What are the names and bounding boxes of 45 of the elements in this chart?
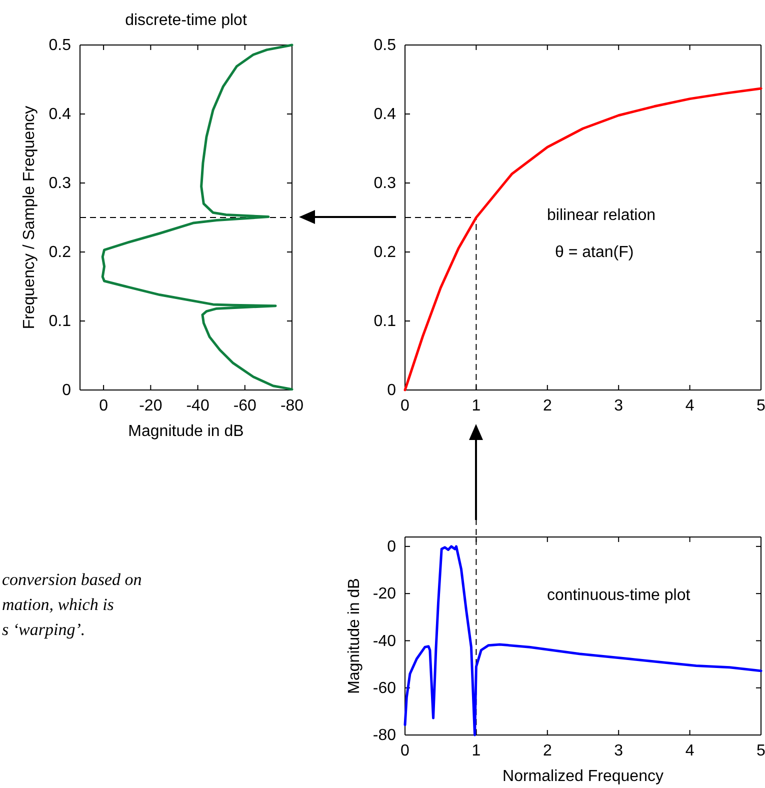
- x-tick-label: 0: [99, 397, 108, 414]
- x-tick-label: 2: [542, 397, 552, 414]
- y-tick-label: 0.2: [374, 244, 396, 262]
- y-tick-label: 0.3: [48, 175, 72, 192]
- y-tick-label: 0.3: [374, 175, 396, 192]
- y-tick-label: 0: [62, 382, 72, 400]
- y-tick-label: -80: [372, 727, 396, 744]
- x-tick-label: 2: [542, 742, 552, 760]
- x-tick-label: -80: [280, 397, 304, 414]
- x-tick-label: -60: [233, 397, 257, 414]
- y-tick-label: 0.4: [48, 106, 72, 124]
- y-tick-label: -40: [372, 632, 396, 650]
- chart-title: discrete-time plot: [125, 12, 248, 29]
- y-tick-label: 0.4: [374, 106, 396, 124]
- y-tick-label: 0.2: [48, 244, 72, 262]
- x-tick-label: 5: [756, 397, 765, 414]
- annotation: continuous-time plot: [547, 587, 691, 604]
- x-axis-title: Normalized Frequency: [502, 768, 664, 785]
- y-tick-label: 0: [387, 538, 396, 556]
- y-tick-label: 0.5: [48, 37, 72, 54]
- x-tick-label: 1: [472, 742, 481, 760]
- x-tick-label: -40: [186, 397, 210, 414]
- y-axis-title: Frequency / Sample Frequency: [21, 106, 38, 330]
- x-tick-label: 3: [614, 397, 624, 414]
- y-tick-label: 0.1: [374, 313, 396, 330]
- annotation: θ = atan(F): [555, 244, 634, 261]
- x-tick-label: 3: [614, 742, 624, 760]
- x-tick-label: 0: [400, 397, 410, 414]
- y-tick-label: -60: [372, 680, 396, 697]
- text: s ‘warping’.: [2, 620, 86, 639]
- y-tick-label: 0.1: [48, 313, 72, 330]
- x-tick-label: 5: [756, 742, 765, 760]
- y-tick-label: -20: [372, 586, 396, 603]
- x-tick-label: 0: [400, 742, 410, 760]
- annotation: bilinear relation: [547, 207, 656, 224]
- y-axis-title: Magnitude in dB: [346, 578, 363, 694]
- x-tick-label: 1: [472, 397, 481, 414]
- x-tick-label: 4: [685, 742, 694, 760]
- y-tick-label: 0: [387, 382, 396, 400]
- y-tick-label: 0.5: [374, 37, 396, 54]
- x-axis-title: Magnitude in dB: [128, 423, 244, 440]
- text: mation, which is: [2, 595, 114, 614]
- x-tick-label: 4: [685, 397, 694, 414]
- x-tick-label: -20: [139, 397, 162, 414]
- text: conversion based on: [2, 570, 142, 589]
